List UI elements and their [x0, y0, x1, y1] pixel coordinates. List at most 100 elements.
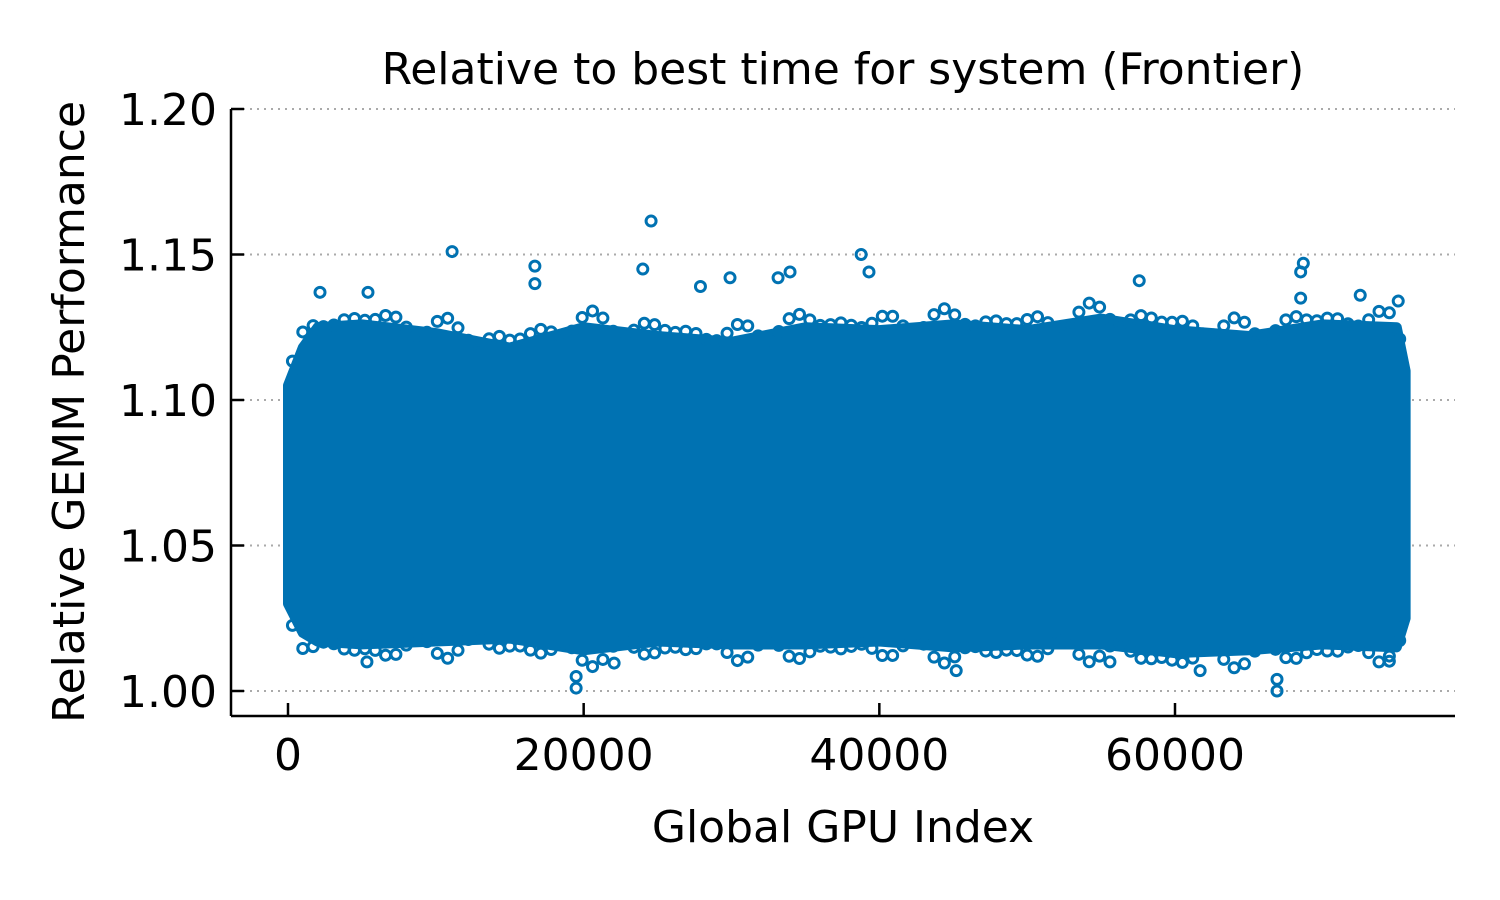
data-point	[1372, 655, 1386, 669]
data-point	[927, 308, 941, 322]
data-point	[523, 643, 537, 657]
data-point	[1382, 306, 1396, 320]
data-point	[503, 639, 517, 653]
data-point	[782, 312, 796, 326]
data-point-outlier	[569, 669, 583, 683]
data-point	[886, 648, 900, 662]
data-point	[1300, 646, 1314, 660]
y-tick-label: 1.00	[119, 667, 217, 718]
data-point	[989, 646, 1003, 660]
data-point	[948, 650, 962, 664]
data-point-outlier	[1353, 288, 1367, 302]
data-point	[855, 637, 869, 651]
data-point	[482, 637, 496, 651]
data-point	[617, 329, 631, 343]
data-point	[420, 635, 434, 649]
data-point	[472, 631, 486, 645]
data-point	[1289, 310, 1303, 324]
data-point	[1093, 300, 1107, 314]
data-point	[772, 325, 786, 339]
data-point	[389, 647, 403, 661]
data-point	[1093, 649, 1107, 663]
data-point	[648, 646, 662, 660]
data-point	[772, 638, 786, 652]
data-point	[741, 319, 755, 333]
x-axis-label: Global GPU Index	[652, 802, 1034, 853]
data-point	[596, 652, 610, 666]
data-point	[1320, 644, 1334, 658]
data-point	[379, 308, 393, 322]
data-point	[285, 618, 299, 632]
data-point	[761, 632, 775, 646]
data-point	[648, 318, 662, 332]
data-point	[1144, 652, 1158, 666]
data-point	[306, 640, 320, 654]
data-point	[1227, 661, 1241, 675]
data-point-outlier	[854, 248, 868, 261]
data-point	[1113, 317, 1127, 331]
data-point	[451, 321, 465, 335]
axes	[229, 109, 1455, 718]
data-point	[606, 324, 620, 338]
data-point	[1206, 328, 1220, 342]
data-point-outlier	[693, 280, 707, 294]
data-point	[1227, 311, 1241, 325]
data-point	[492, 329, 506, 343]
data-point	[544, 642, 558, 656]
data-point	[730, 318, 744, 332]
y-axis-label: Relative GEMM Performance	[44, 101, 95, 723]
data-point	[730, 654, 744, 668]
data-point	[399, 320, 413, 334]
data-point	[1186, 319, 1200, 333]
data-point-outlier	[360, 655, 374, 669]
data-point	[1010, 644, 1024, 658]
data-point	[368, 643, 382, 657]
data-point	[430, 314, 444, 328]
data-point	[979, 644, 993, 658]
dense-point-cloud	[283, 313, 1411, 659]
data-point	[1062, 318, 1076, 332]
data-point	[565, 641, 579, 655]
data-point	[906, 632, 920, 646]
y-tick-label: 1.20	[119, 85, 217, 136]
chart-title: Relative to best time for system (Fronti…	[382, 44, 1305, 95]
data-point	[896, 639, 910, 653]
data-point	[1393, 633, 1407, 647]
data-point-outlier	[1193, 664, 1207, 678]
data-point-outlier	[1132, 274, 1146, 288]
data-point	[689, 326, 703, 340]
data-point	[689, 642, 703, 656]
data-point	[1175, 655, 1189, 669]
data-point	[1134, 309, 1148, 323]
data-point	[1217, 652, 1231, 666]
data-point-outlier	[607, 656, 621, 670]
data-point	[968, 640, 982, 654]
data-point	[793, 652, 807, 666]
data-point-outlier	[636, 262, 650, 276]
data-point	[793, 307, 807, 321]
data-point	[575, 310, 589, 324]
data-point	[1020, 648, 1034, 662]
data-point	[441, 651, 455, 665]
data-point	[917, 320, 931, 334]
data-point	[1351, 319, 1365, 333]
data-point	[1134, 651, 1148, 665]
data-point	[627, 640, 641, 654]
data-point	[896, 319, 910, 333]
data-point	[1258, 331, 1272, 345]
data-point	[1144, 311, 1158, 325]
data-point	[513, 639, 527, 653]
data-point	[710, 334, 724, 348]
data-point	[1155, 650, 1169, 664]
data-point	[399, 638, 413, 652]
data-point-outlier	[949, 664, 963, 678]
data-point	[875, 309, 889, 323]
y-tick-label: 1.10	[119, 376, 217, 427]
data-point	[1300, 313, 1314, 327]
data-point	[1124, 644, 1138, 658]
data-point	[441, 311, 455, 325]
data-point	[513, 332, 527, 346]
data-point-outlier	[783, 265, 797, 279]
data-point	[720, 326, 734, 340]
